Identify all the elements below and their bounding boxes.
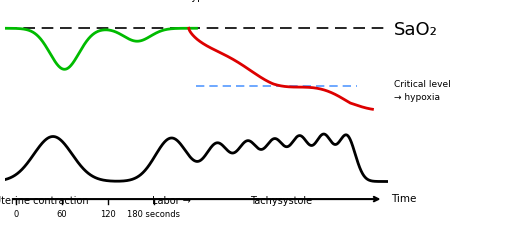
Text: Critical level: Critical level: [394, 80, 451, 89]
Text: 180 seconds: 180 seconds: [127, 210, 180, 219]
Text: 0: 0: [13, 210, 19, 219]
Text: SaO₂: SaO₂: [394, 21, 438, 39]
Text: Tachysystole: Tachysystole: [250, 196, 312, 206]
Text: Labor →: Labor →: [152, 196, 191, 206]
Text: Hypoxemia: Hypoxemia: [185, 0, 239, 2]
Text: Time: Time: [391, 194, 416, 204]
Text: 60: 60: [57, 210, 67, 219]
Text: Uterine contraction: Uterine contraction: [0, 196, 89, 206]
Text: 120: 120: [100, 210, 116, 219]
Text: 5-10% decreased SaO₂: 5-10% decreased SaO₂: [9, 0, 120, 2]
Text: → hypoxia: → hypoxia: [394, 93, 440, 102]
